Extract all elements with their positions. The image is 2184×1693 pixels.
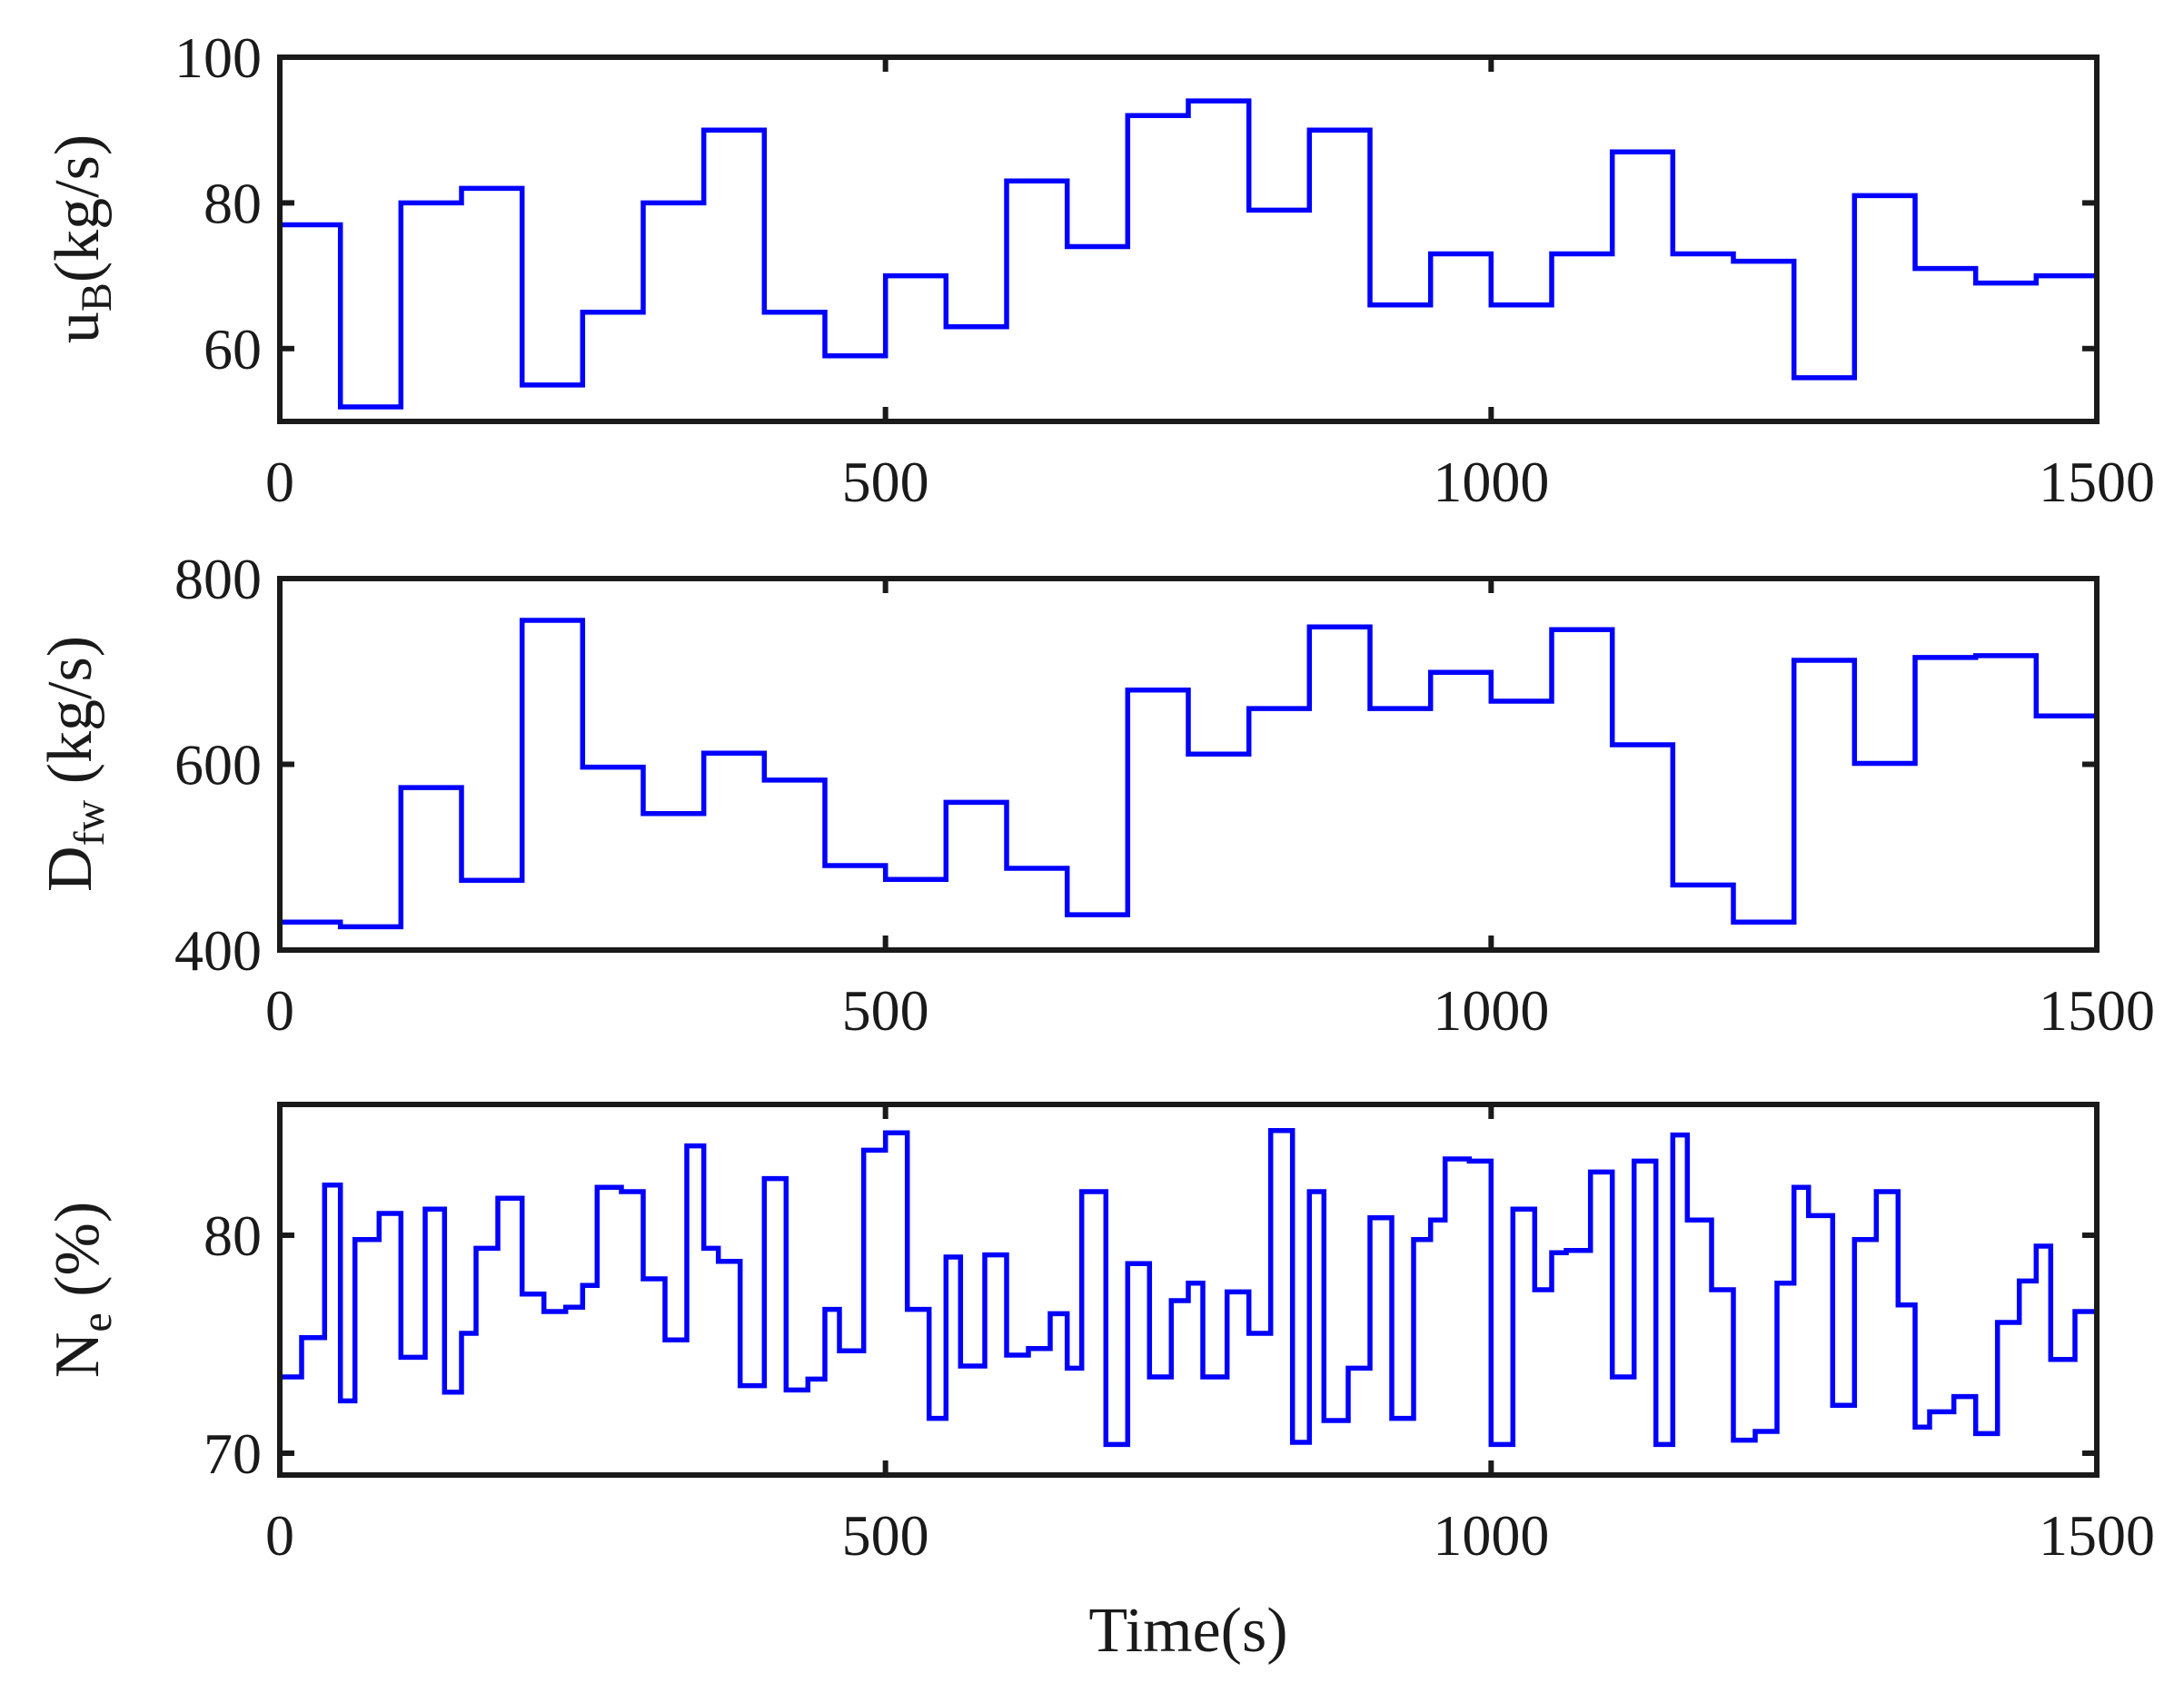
dfw-ylabel-tail: (kg/s) — [35, 636, 105, 800]
dfw-ytick-label: 600 — [174, 733, 262, 797]
panel-dfw: 0 500 1000 1500 400 600 800 Dfw (kg/s) — [35, 547, 2155, 1043]
ne-series-line — [280, 1128, 2100, 1448]
ne-ytick-label: 80 — [204, 1203, 262, 1268]
dfw-ticks: 0 500 1000 1500 400 600 800 — [174, 547, 2155, 1043]
ne-axes-frame — [277, 1102, 2100, 1478]
ub-xtick-label: 1000 — [1433, 450, 1549, 514]
dfw-xtick-label: 500 — [842, 978, 929, 1043]
dfw-ylabel: Dfw (kg/s) — [35, 636, 114, 892]
ub-ylabel-tail: (kg/s) — [43, 134, 113, 282]
ub-ytick-label: 80 — [204, 171, 262, 235]
ub-ytick-label: 60 — [204, 317, 262, 381]
ne-xtick-label: 1500 — [2039, 1503, 2155, 1568]
ub-ticks: 0 500 1000 1500 60 80 100 — [174, 25, 2155, 514]
ne-ylabel-sub: e — [73, 1312, 121, 1332]
x-axis-label: Time(s) — [1088, 1596, 1287, 1666]
ne-ylabel: Ne (%) — [43, 1202, 121, 1378]
ne-ylabel-tail: (%) — [43, 1202, 113, 1312]
dfw-series-line — [280, 604, 2100, 930]
ne-xtick-label: 1000 — [1433, 1503, 1549, 1568]
ub-ylabel: uB(kg/s) — [43, 134, 121, 343]
ub-ylabel-sub: B — [73, 282, 121, 312]
panel-ub: 0 500 1000 1500 60 80 100 uB(kg/s) — [43, 25, 2155, 514]
dfw-xtick-label: 0 — [265, 978, 294, 1043]
dfw-ylabel-sub: fw — [65, 799, 114, 846]
ne-series-layer — [280, 1128, 2100, 1448]
ne-xtick-label: 0 — [265, 1503, 294, 1568]
ub-series-layer — [280, 98, 2100, 414]
ub-axes-frame — [277, 54, 2100, 424]
ne-ylabel-main: N — [43, 1332, 113, 1379]
ub-series-line — [280, 98, 2100, 414]
ne-ytick-label: 70 — [204, 1421, 262, 1486]
ub-xtick-label: 500 — [842, 450, 929, 514]
dfw-xtick-label: 1000 — [1433, 978, 1549, 1043]
dfw-xtick-label: 1500 — [2039, 978, 2155, 1043]
dfw-series-layer — [280, 604, 2100, 930]
dfw-ylabel-main: D — [35, 846, 105, 892]
ne-xtick-label: 500 — [842, 1503, 929, 1568]
dfw-ytick-label: 800 — [174, 547, 262, 611]
dfw-ytick-label: 400 — [174, 918, 262, 983]
ub-ytick-label: 100 — [174, 25, 262, 90]
ub-xtick-label: 1500 — [2039, 450, 2155, 514]
panel-ne: 0 500 1000 1500 70 80 Ne (%) — [43, 1102, 2155, 1568]
ne-ticks: 0 500 1000 1500 70 80 — [204, 1104, 2155, 1568]
ub-ylabel-main: u — [43, 312, 113, 343]
ub-xtick-label: 0 — [265, 450, 294, 514]
